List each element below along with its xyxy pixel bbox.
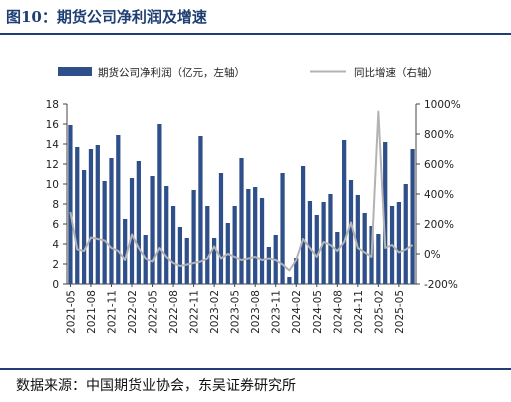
bar-2021-11 <box>109 158 114 284</box>
x-tick-label: 2024-08 <box>332 290 344 334</box>
bar-2025-05 <box>396 202 402 284</box>
title-rule <box>0 33 511 35</box>
right-axis-ticks: -200% 0% 200% 400% 600% 800% 1000% <box>416 99 461 291</box>
left-tick-label: 8 <box>52 199 59 211</box>
x-tick-label: 2021-08 <box>86 290 98 334</box>
bar-2023-08 <box>253 187 258 284</box>
x-tick-label: 2022-02 <box>127 290 139 334</box>
bar-2024-07 <box>328 194 333 284</box>
bar-2021-06 <box>75 147 80 284</box>
bar-2025-07 <box>410 149 415 284</box>
left-axis-ticks: 0 2 4 6 8 10 12 14 16 18 <box>46 99 67 291</box>
right-tick-label: 0% <box>424 249 441 261</box>
bar-2021-08 <box>88 149 94 284</box>
bar-2021-10 <box>102 181 107 284</box>
bar-2025-03 <box>383 142 388 284</box>
x-tick-label: 2025-02 <box>373 290 385 334</box>
left-tick-label: 18 <box>46 99 59 111</box>
bar-2022-07 <box>164 186 169 284</box>
bar-2023-07 <box>246 189 251 284</box>
x-tick-label: 2022-11 <box>189 290 201 334</box>
x-tick-label: 2025-05 <box>394 290 406 334</box>
bar-2022-10 <box>184 238 189 284</box>
legend-line-label: 同比增速（右轴） <box>354 66 438 79</box>
bar-2024-03 <box>300 166 306 284</box>
left-tick-label: 4 <box>52 239 59 251</box>
left-tick-label: 10 <box>46 179 59 191</box>
left-tick-label: 16 <box>46 119 60 131</box>
right-tick-label: 600% <box>424 159 454 171</box>
left-tick-label: 6 <box>52 219 59 231</box>
x-tick-label: 2021-05 <box>65 290 77 334</box>
legend: 期货公司净利润（亿元，左轴） 同比增速（右轴） <box>58 66 438 79</box>
x-tick-label: 2024-05 <box>312 290 324 334</box>
bar-2022-05 <box>150 176 155 284</box>
bar-2024-09 <box>342 140 347 284</box>
left-tick-label: 0 <box>52 279 59 291</box>
right-tick-label: 1000% <box>424 99 461 111</box>
growth-line <box>69 110 414 272</box>
x-axis-ticks: 2021-05 2021-08 2021-11 2022-02 2022-05 2022-… <box>65 284 406 334</box>
left-tick-label: 14 <box>46 139 60 151</box>
bar-2023-05 <box>232 206 237 284</box>
x-tick-label: 2024-02 <box>291 290 303 334</box>
bar-2021-05 <box>68 125 73 284</box>
bar-2022-02 <box>129 178 135 284</box>
right-tick-label: -200% <box>424 279 458 291</box>
source-rule <box>0 368 511 370</box>
x-tick-label: 2023-11 <box>271 290 283 334</box>
right-tick-label: 800% <box>424 129 454 141</box>
bar-2024-04 <box>307 201 313 284</box>
bar-2023-01 <box>205 206 210 284</box>
bar-2022-08 <box>170 206 176 284</box>
bar-2022-01 <box>123 219 128 284</box>
right-tick-label: 400% <box>424 189 454 201</box>
bar-2023-10 <box>266 247 271 284</box>
bar-2021-12 <box>116 135 121 284</box>
bar-2024-10 <box>348 180 354 284</box>
bar-2023-02 <box>212 238 217 284</box>
legend-bar-swatch <box>58 67 92 76</box>
right-tick-label: 200% <box>424 219 454 231</box>
bar-2025-06 <box>403 184 408 284</box>
bar-2023-09 <box>259 198 265 284</box>
bar-2022-09 <box>177 227 183 284</box>
bar-2024-05 <box>314 215 319 284</box>
legend-bar-label: 期货公司净利润（亿元，左轴） <box>98 66 245 79</box>
bar-2024-02 <box>294 258 299 284</box>
x-tick-label: 2024-11 <box>353 290 365 334</box>
x-tick-label: 2023-05 <box>230 290 242 334</box>
bar-2024-11 <box>355 195 360 284</box>
bar-2023-06 <box>239 158 244 284</box>
left-tick-label: 2 <box>52 259 59 271</box>
bar-2022-12 <box>198 136 203 284</box>
bar-2021-09 <box>95 145 100 284</box>
figure-title: 图10：期货公司净利润及增速 <box>6 8 207 26</box>
x-tick-label: 2022-05 <box>148 290 160 334</box>
line-series <box>69 110 414 272</box>
x-tick-label: 2023-02 <box>209 290 221 334</box>
bar-2022-03 <box>136 161 141 284</box>
source-note: 数据来源：中国期货业协会，东吴证券研究所 <box>16 378 296 394</box>
bar-2024-01 <box>287 277 292 284</box>
x-tick-label: 2021-11 <box>106 290 118 334</box>
bar-2021-07 <box>81 170 87 284</box>
bar-2024-12 <box>362 213 367 284</box>
x-tick-label: 2022-08 <box>168 290 180 334</box>
bar-2025-02 <box>376 234 381 284</box>
bar-2022-11 <box>191 190 196 284</box>
left-tick-label: 12 <box>46 159 59 171</box>
bar-2023-03 <box>218 173 224 284</box>
x-tick-label: 2023-08 <box>250 290 262 334</box>
bar-2024-08 <box>335 232 340 284</box>
bar-2023-12 <box>280 173 285 284</box>
bar-2022-06 <box>157 124 162 284</box>
